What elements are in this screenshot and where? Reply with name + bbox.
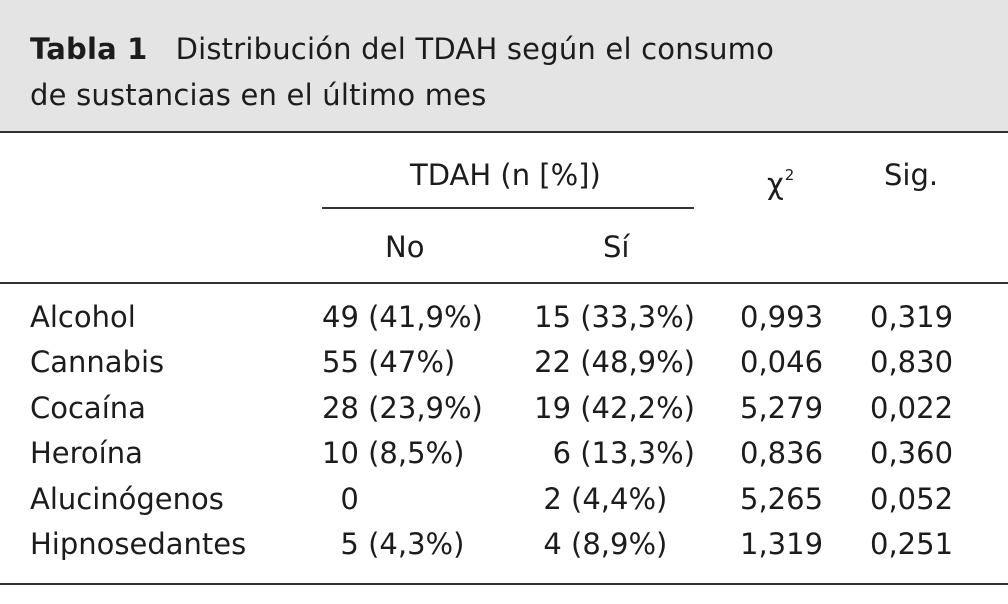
- table-cell-sig: 0,830: [870, 345, 954, 379]
- table-cell-chi: 0,836: [740, 436, 824, 470]
- top-rule: [0, 131, 1008, 133]
- table-cell-chi: 0,046: [740, 345, 824, 379]
- table-cell-chi: 0,993: [740, 300, 824, 334]
- chi-symbol: χ: [767, 167, 784, 201]
- table-cell-no: 49 (41,9%): [322, 300, 483, 334]
- table-cell-si: 2 (4,4%): [543, 482, 695, 516]
- table-cell-si: 6 (13,3%): [552, 436, 695, 470]
- table-cell-sig: 0,251: [870, 527, 954, 561]
- table-cell-name: Hipnosedantes: [30, 527, 247, 561]
- table-cell-chi: 1,319: [740, 527, 824, 561]
- table-cell-sig: 0,319: [870, 300, 954, 334]
- table-cell-name: Cocaína: [30, 391, 146, 425]
- table-cell-name: Heroína: [30, 436, 143, 470]
- caption-title-line1: Distribución del TDAH según el consumo: [175, 32, 775, 66]
- table-cell-no: 28 (23,9%): [322, 391, 483, 425]
- bottom-rule: [0, 583, 1008, 585]
- chi-superscript: 2: [784, 166, 795, 184]
- table-cell-name: Alucinógenos: [30, 482, 224, 516]
- column-header-si: Sí: [603, 230, 630, 264]
- table-cell-si: 22 (48,9%): [534, 345, 695, 379]
- column-header-sig: Sig.: [884, 158, 939, 192]
- table-caption: Tabla 1 Distribución del TDAH según el co…: [30, 26, 774, 118]
- caption-band: [0, 0, 1008, 132]
- table-cell-sig: 0,360: [870, 436, 954, 470]
- table-cell-name: Alcohol: [30, 300, 136, 334]
- table-cell-chi: 5,265: [740, 482, 824, 516]
- column-header-chi-square: χ2: [767, 158, 794, 201]
- table-cell-sig: 0,022: [870, 391, 954, 425]
- caption-title-line2: de sustancias en el último mes: [30, 78, 487, 112]
- table-cell-sig: 0,052: [870, 482, 954, 516]
- table-cell-no: 5 (4,3%): [322, 527, 465, 561]
- table-cell-name: Cannabis: [30, 345, 165, 379]
- table-cell-si: 4 (8,9%): [543, 527, 695, 561]
- table-cell-si: 15 (33,3%): [534, 300, 695, 334]
- table-label: Tabla 1: [30, 32, 148, 66]
- group-header-rule: [322, 207, 694, 209]
- table-cell-no: 55 (47%): [322, 345, 456, 379]
- table-cell-no: 10 (8,5%): [322, 436, 465, 470]
- column-header-no: No: [385, 230, 425, 264]
- column-group-header-tdah: TDAH (n [%]): [410, 158, 601, 192]
- table-cell-chi: 5,279: [740, 391, 824, 425]
- header-rule: [0, 282, 1008, 284]
- table-cell-no: 0: [322, 482, 359, 516]
- table-cell-si: 19 (42,2%): [534, 391, 695, 425]
